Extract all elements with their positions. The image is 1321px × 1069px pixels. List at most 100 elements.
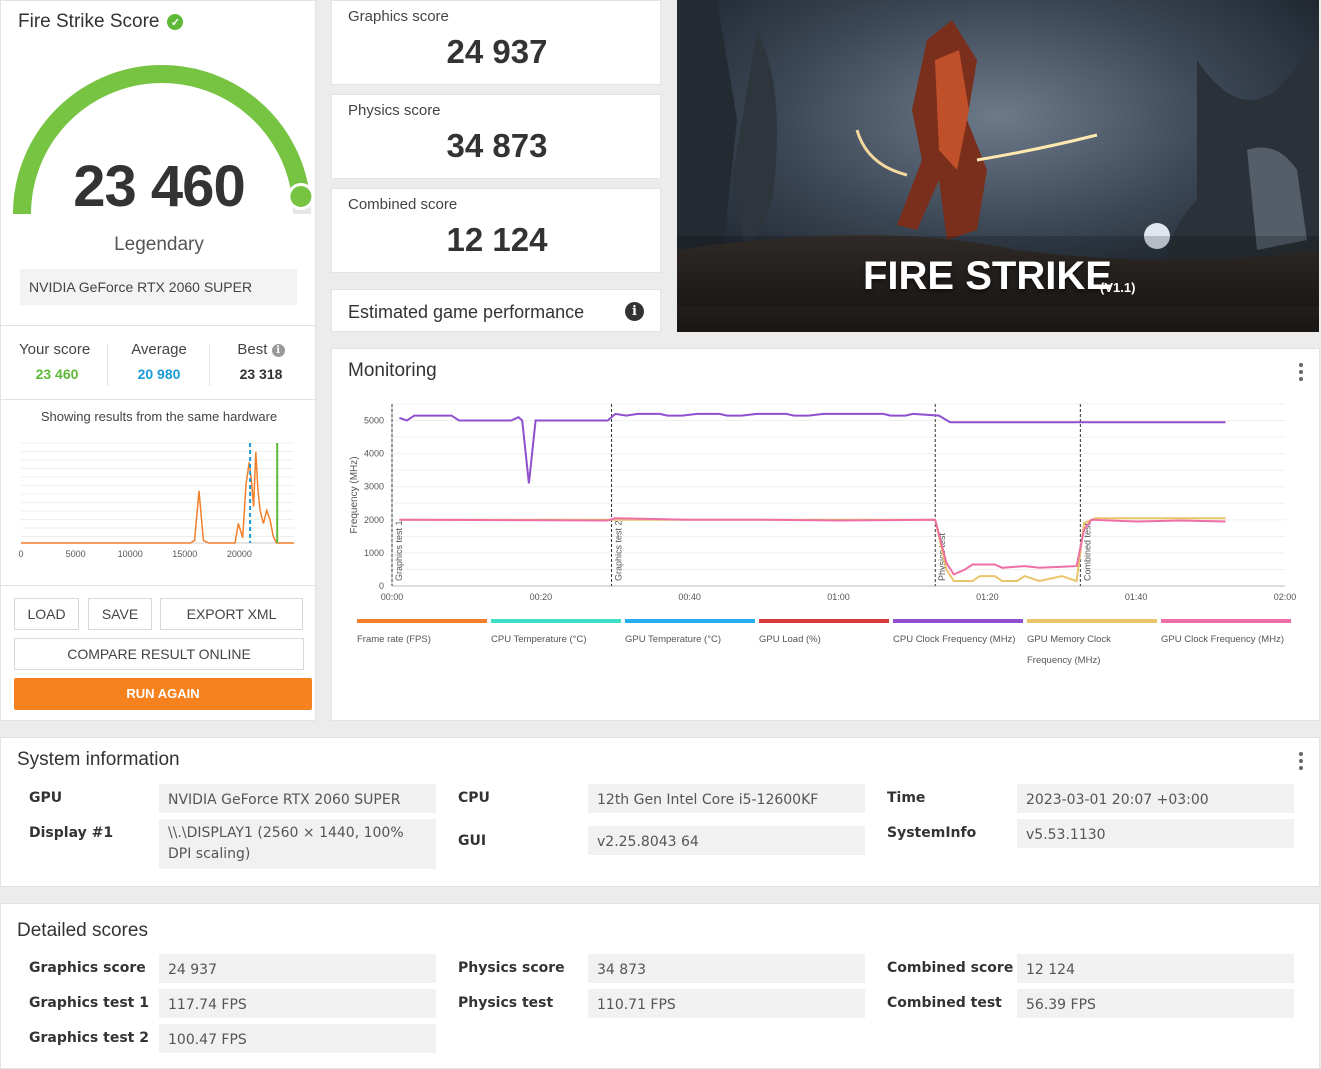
cpu-value: 12th Gen Intel Core i5-12600KF: [588, 784, 865, 813]
legend-item[interactable]: GPU Memory Clock Frequency (MHz): [1027, 619, 1157, 671]
monitoring-card: Monitoring Frequency (MHz) Graphics test…: [331, 348, 1320, 721]
info-icon[interactable]: i: [625, 302, 644, 321]
legend-label: GPU Load (%): [759, 634, 821, 645]
gui-value: v2.25.8043 64: [588, 826, 865, 855]
graphics-test-2-value: 100.47 FPS: [159, 1024, 436, 1053]
gauge-knob: [287, 183, 315, 210]
best-block[interactable]: Best i 23 318: [221, 341, 301, 382]
your-score-value: 23 460: [35, 366, 79, 382]
physics-test-value: 110.71 FPS: [588, 989, 865, 1018]
physics-score-label: Physics score: [348, 102, 441, 119]
detailed-scores-title: Detailed scores: [17, 920, 148, 941]
legend-label: GPU Memory Clock Frequency (MHz): [1027, 634, 1111, 666]
y-tick-label: 0: [379, 581, 384, 591]
overall-score: 23 460: [73, 154, 245, 219]
legend-swatch: [759, 619, 889, 623]
cpu-label: CPU: [458, 790, 490, 806]
time-value: 2023-03-01 20:07 +03:00: [1017, 784, 1294, 813]
x-tick-label: 5000: [66, 549, 86, 559]
x-tick-label: 00:40: [678, 592, 701, 602]
your-score-label: Your score: [19, 341, 91, 358]
score-tier: Legendary: [114, 234, 204, 255]
x-tick-label: 15000: [172, 549, 197, 559]
display-label: Display #1: [29, 825, 114, 841]
x-tick-label: 01:20: [976, 592, 999, 602]
compare-online-button[interactable]: COMPARE RESULT ONLINE: [14, 638, 304, 670]
x-tick-label: 02:00: [1274, 592, 1297, 602]
phase-label: Graphics test 1: [394, 520, 404, 581]
x-tick-label: 00:00: [381, 592, 404, 602]
gauge-fill: [13, 65, 310, 215]
monitoring-chart: Frequency (MHz) Graphics test 1 Graphics …: [349, 403, 1297, 602]
divider: [209, 344, 210, 386]
showing-text: Showing results from the same hardware: [40, 409, 278, 424]
benchmark-hero-image: FIRE STRIKE (V1.1): [677, 0, 1319, 332]
gpu-clock-line: [399, 517, 1226, 576]
average-label: Average: [131, 341, 187, 358]
legend-label: CPU Temperature (°C): [491, 634, 587, 645]
legend-swatch: [491, 619, 621, 623]
combined-test-value: 56.39 FPS: [1017, 989, 1294, 1018]
average-block: Average 20 980: [119, 341, 199, 382]
y-tick-label: 4000: [364, 449, 384, 459]
legend-item[interactable]: CPU Clock Frequency (MHz): [893, 619, 1023, 650]
graphics-score-label: Graphics score: [348, 8, 449, 25]
x-tick-label: 0: [18, 549, 23, 559]
gpu-name: NVIDIA GeForce RTX 2060 SUPER: [20, 269, 297, 305]
more-options-icon[interactable]: [1299, 752, 1303, 770]
load-button[interactable]: LOAD: [14, 598, 79, 630]
phase-label: Physics test: [937, 532, 947, 581]
legend-item[interactable]: Frame rate (FPS): [357, 619, 487, 650]
gpu-label: GPU: [29, 790, 63, 806]
x-tick-label: 01:40: [1125, 592, 1148, 602]
graphics-score-value: 24 937: [446, 33, 548, 70]
score-card: Fire Strike Score ✓ 23 460 Legendary NVI…: [0, 0, 317, 721]
physics-score-value: 34 873: [446, 127, 548, 164]
legend-swatch: [893, 619, 1023, 623]
physics-score-label: Physics score: [458, 960, 565, 976]
y-axis-label: Frequency (MHz): [349, 456, 360, 533]
info-icon[interactable]: i: [271, 344, 285, 357]
gui-label: GUI: [458, 833, 487, 849]
legend-item[interactable]: GPU Clock Frequency (MHz): [1161, 619, 1291, 650]
average-value: 20 980: [137, 366, 181, 382]
run-again-button[interactable]: RUN AGAIN: [14, 678, 312, 710]
legend-label: GPU Clock Frequency (MHz): [1161, 634, 1284, 645]
combined-score-label: Combined score: [887, 960, 1014, 976]
divider: [1, 585, 317, 586]
legend-swatch: [625, 619, 755, 623]
systeminfo-value: v5.53.1130: [1017, 819, 1294, 848]
legend-item[interactable]: GPU Temperature (°C): [625, 619, 755, 650]
time-label: Time: [887, 790, 926, 806]
hero-artwork: [677, 0, 1319, 332]
hero-title: FIRE STRIKE: [863, 254, 1112, 298]
graphics-score-label: Graphics score: [29, 960, 146, 976]
gpu-value: NVIDIA GeForce RTX 2060 SUPER: [159, 784, 436, 813]
legend-item[interactable]: GPU Load (%): [759, 619, 889, 650]
graphics-score-card: Graphics score 24 937: [331, 0, 661, 85]
score-gauge: [13, 65, 315, 215]
hero-version: (V1.1): [1100, 280, 1136, 295]
legend-item[interactable]: CPU Temperature (°C): [491, 619, 621, 650]
combined-test-label: Combined test: [887, 995, 1002, 1011]
more-options-icon[interactable]: [1299, 363, 1303, 381]
save-button[interactable]: SAVE: [88, 598, 152, 630]
best-value: 23 318: [239, 366, 283, 382]
export-xml-button[interactable]: EXPORT XML: [160, 598, 303, 630]
detailed-scores-card: Detailed scores Graphics score 24 937 Gr…: [0, 903, 1320, 1069]
estimated-performance-card[interactable]: Estimated game performance i: [331, 289, 661, 332]
divider: [1, 325, 317, 326]
y-tick-label: 3000: [364, 482, 384, 492]
system-information-title: System information: [17, 749, 180, 770]
display-value: \\.\DISPLAY1 (2560 × 1440, 100% DPI scal…: [159, 819, 436, 869]
systeminfo-label: SystemInfo: [887, 825, 977, 841]
legend-swatch: [357, 619, 487, 623]
legend-label: Frame rate (FPS): [357, 634, 431, 645]
gpu-memory-clock-line: [399, 517, 1226, 583]
graphics-test-1-label: Graphics test 1: [29, 995, 149, 1011]
y-tick-label: 2000: [364, 515, 384, 525]
x-tick-label: 20000: [227, 549, 252, 559]
y-tick-label: 1000: [364, 548, 384, 558]
legend-label: GPU Temperature (°C): [625, 634, 722, 645]
combined-score-label: Combined score: [348, 196, 458, 213]
